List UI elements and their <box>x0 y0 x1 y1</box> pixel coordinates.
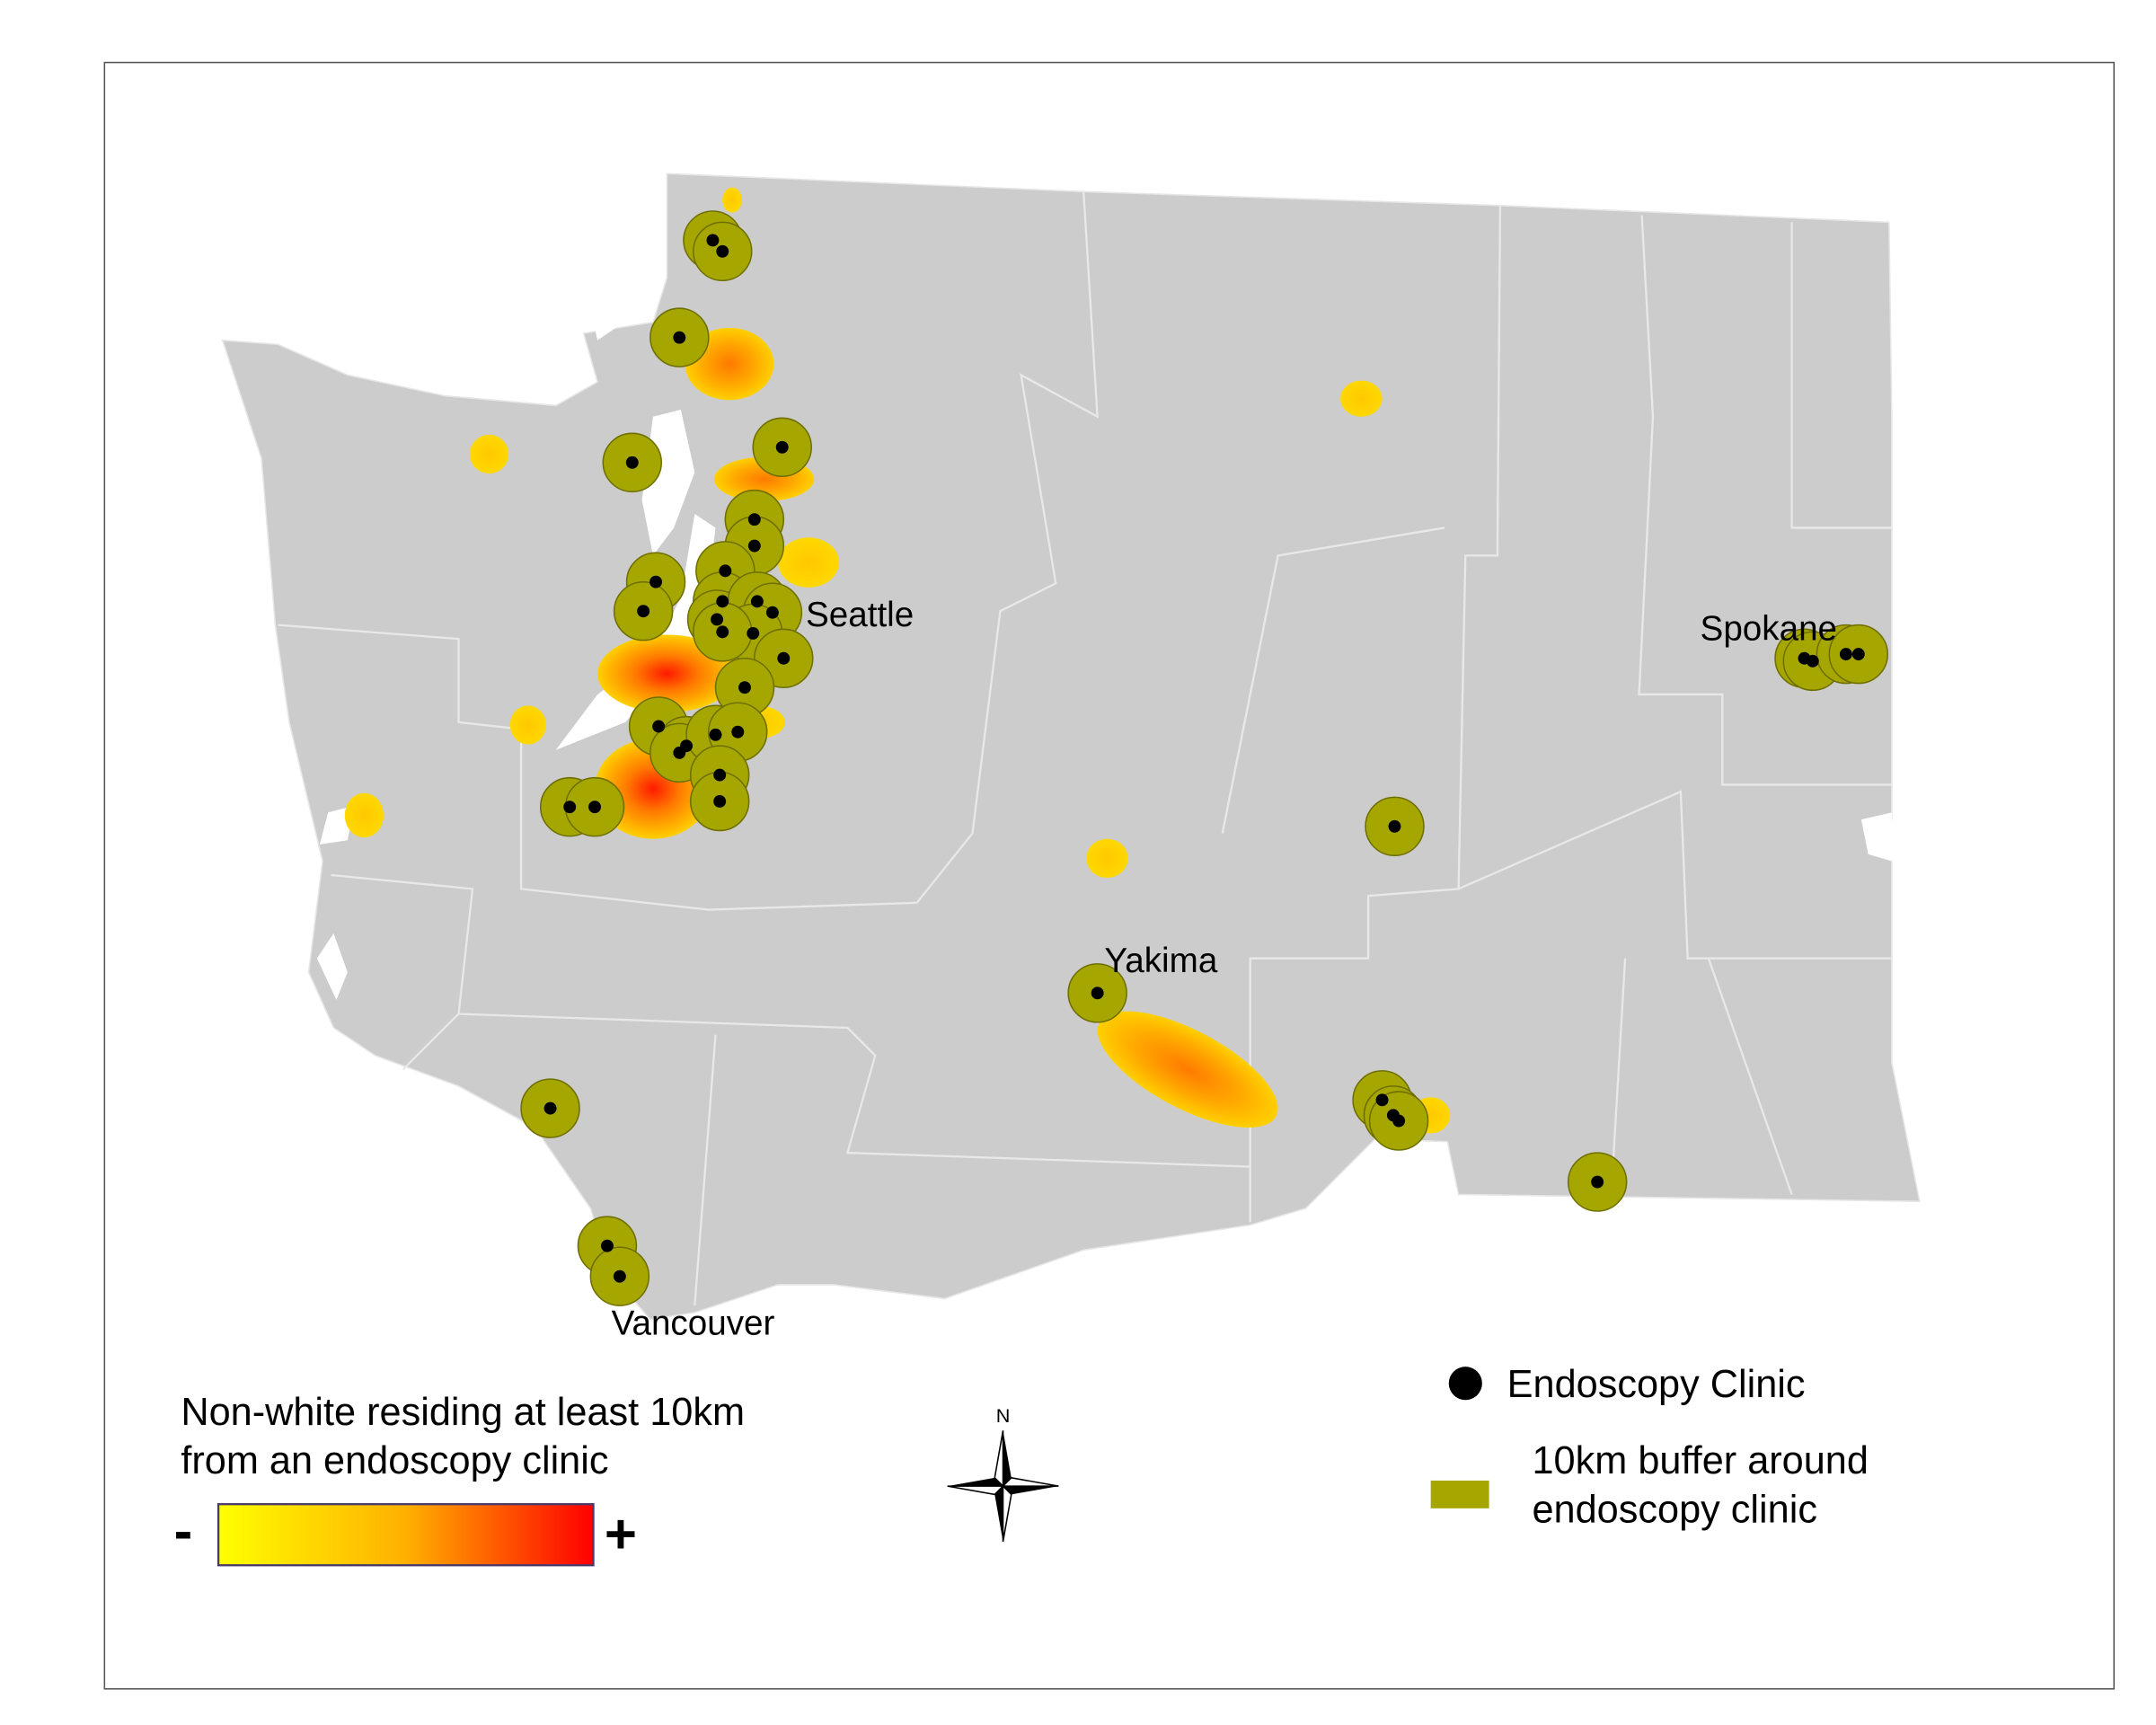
clinic <box>1091 986 1104 1000</box>
density-patch <box>509 705 546 745</box>
county-lines <box>278 191 1892 1306</box>
legend-label: 10km buffer around <box>1533 1439 1869 1482</box>
legend-title: Non-white residing at least 10km <box>181 1391 745 1434</box>
clinic <box>706 234 720 247</box>
clinic <box>673 746 686 759</box>
clinic <box>750 595 764 608</box>
clinic <box>625 456 639 469</box>
legend-gradient <box>216 1503 595 1567</box>
city-label: Yakima <box>1104 942 1217 980</box>
clinic <box>775 440 789 454</box>
density-patch <box>597 634 737 713</box>
compass-label: N <box>996 1404 1011 1427</box>
legend-label: Endoscopy Clinic <box>1507 1363 1806 1406</box>
clinic <box>1591 1175 1604 1189</box>
clinic <box>747 626 760 640</box>
clinic <box>673 331 686 344</box>
clinic <box>600 1239 614 1252</box>
clinic <box>1851 648 1865 661</box>
clinic <box>1839 648 1852 661</box>
clinic <box>1388 819 1401 833</box>
clinic <box>719 564 732 578</box>
density-patch <box>344 792 384 838</box>
density-patch <box>778 537 840 588</box>
clinic <box>1375 1093 1389 1107</box>
clinic <box>613 1269 626 1283</box>
clinic <box>588 801 601 814</box>
density-patch <box>1340 380 1383 417</box>
density-surface <box>344 187 1451 1134</box>
clinic <box>716 244 729 258</box>
clinic <box>709 728 722 741</box>
density-patch <box>469 434 509 474</box>
density-patch <box>1086 838 1128 879</box>
clinic <box>777 651 791 665</box>
legend-title: from an endoscopy clinic <box>181 1439 608 1482</box>
clinic <box>711 613 724 626</box>
city-label: Vancouver <box>612 1305 775 1343</box>
clinic <box>649 575 663 588</box>
legend-label: endoscopy clinic <box>1533 1488 1817 1531</box>
legend-max: + <box>605 1503 637 1565</box>
clinic <box>1392 1114 1406 1128</box>
clinic <box>747 513 761 526</box>
legend-buffer-symbol <box>1430 1480 1489 1508</box>
compass: N <box>947 1404 1059 1543</box>
clinic <box>713 768 727 782</box>
clinic <box>637 605 650 618</box>
clinic <box>765 606 779 619</box>
clinics <box>520 210 1889 1306</box>
clinic <box>1806 654 1819 668</box>
clinic <box>731 725 745 739</box>
density-patch <box>1097 1011 1278 1128</box>
clinic <box>652 720 666 733</box>
city-label: Spokane <box>1701 610 1837 649</box>
density-patch <box>722 187 742 213</box>
city-label: Seattle <box>806 596 914 634</box>
clinic <box>738 681 751 694</box>
clinic <box>716 595 729 608</box>
clinic <box>543 1101 557 1115</box>
clinic <box>563 801 577 814</box>
clinic <box>713 795 727 808</box>
clinic <box>747 539 761 553</box>
legend-clinic-symbol <box>1448 1367 1482 1401</box>
legend-min: - <box>174 1500 193 1562</box>
clinic <box>716 625 729 639</box>
